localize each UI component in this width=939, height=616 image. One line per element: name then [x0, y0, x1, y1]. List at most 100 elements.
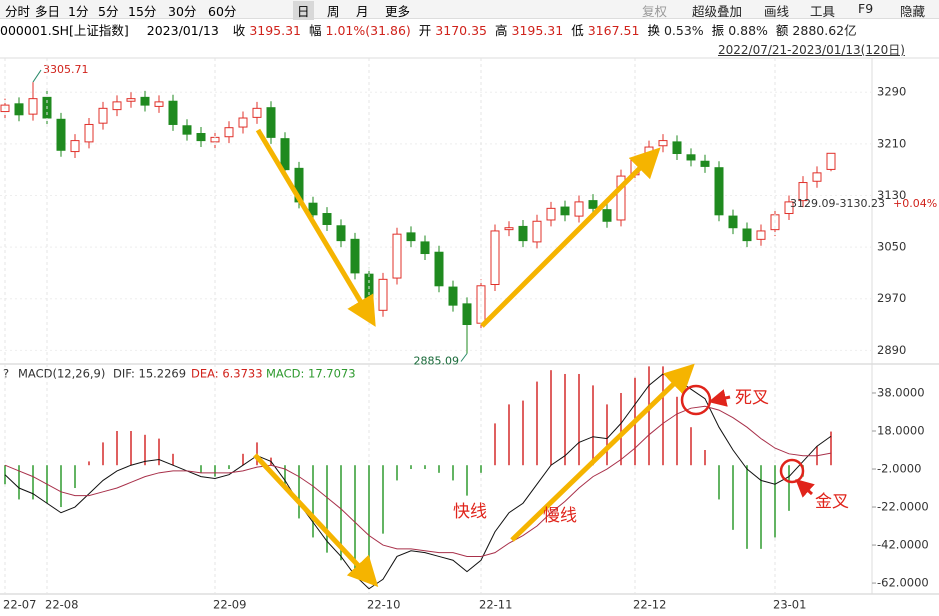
y-tick-label: 2970 — [877, 291, 906, 305]
trend-arrow — [480, 147, 661, 328]
candle-body — [504, 227, 514, 231]
field-value: 1.01%(31.86) — [325, 23, 411, 38]
y-tick-label: -62.0000 — [877, 576, 929, 590]
field-label: 换 — [647, 23, 660, 38]
candle-body — [672, 141, 682, 155]
x-tick-label: 22-10 — [367, 598, 400, 612]
toolbar: 分时 多日 1分 5分 15分 30分 60分 日周 月 更多 复权 超级叠加 画线 工具 F9 隐藏 — [0, 0, 939, 20]
candle-body — [308, 202, 318, 216]
candle-body — [490, 230, 500, 285]
candle-body — [266, 107, 276, 138]
candle-body — [154, 101, 164, 107]
candle-body — [126, 98, 136, 102]
x-tick-label: 22-11 — [479, 598, 512, 612]
candle-body — [434, 251, 444, 287]
tool-button[interactable]: 多日 — [35, 4, 61, 19]
candle-body — [28, 98, 38, 115]
leader — [460, 353, 468, 362]
candle-body — [420, 241, 430, 255]
candle-body — [336, 225, 346, 242]
tool-button[interactable]: 5分 — [98, 4, 119, 19]
candle-body — [140, 96, 150, 106]
pointer — [795, 478, 815, 498]
macd-line — [4, 373, 832, 590]
candle-body — [238, 117, 248, 128]
candle-body — [98, 107, 108, 124]
candle-body — [812, 172, 822, 182]
candle-body — [658, 140, 668, 147]
y-tick-label: 3210 — [877, 136, 906, 150]
x-tick-label: 22-12 — [633, 598, 666, 612]
y-tick-label: 3130 — [877, 188, 906, 202]
tool-button[interactable]: 30分 — [168, 4, 197, 19]
help: ? — [3, 367, 9, 381]
tool-button[interactable]: 超级叠加 — [692, 4, 743, 19]
tool-button[interactable]: 复权 — [642, 4, 668, 19]
tool-button[interactable]: 画线 — [764, 4, 790, 19]
x-tick-label: 22-08 — [45, 598, 78, 612]
tool-button[interactable]: 1分 — [68, 4, 89, 19]
candle-body — [84, 123, 94, 143]
tool-button[interactable]: 月 — [356, 4, 369, 19]
tool-button[interactable]: 工具 — [810, 4, 836, 19]
quote-row: 000001.SH[上证指数] 2023/01/13 收 3195.31 幅 1.01… — [0, 20, 939, 38]
field-value: 3195.31 — [249, 23, 302, 38]
trend-arrow — [255, 128, 376, 327]
candle-body — [686, 154, 696, 161]
fast-line-label: 快线 — [453, 502, 487, 522]
field-label: 幅 — [309, 23, 322, 38]
candle-body — [224, 127, 234, 138]
candle-body — [728, 215, 738, 229]
tool-button[interactable]: F9 — [858, 1, 874, 16]
dead-cross-label: 死叉 — [735, 388, 769, 408]
field-label: 振 — [711, 23, 725, 38]
y-tick-label: 3290 — [877, 85, 906, 99]
date-range[interactable]: 2022/07/21-2023/01/13(120日) — [718, 43, 905, 57]
x-tick-label: 22-09 — [213, 598, 246, 612]
pointer — [708, 389, 731, 407]
y-tick-label: 38.0000 — [877, 385, 925, 399]
tool-button[interactable]: 日 — [293, 1, 314, 20]
candle-body — [532, 220, 542, 243]
field-value: 3195.31 — [511, 23, 564, 38]
candle-body — [70, 140, 80, 153]
date: 2023/01/13 — [146, 23, 219, 38]
candle-body — [322, 213, 332, 225]
tool-button[interactable]: 分时 — [5, 4, 31, 19]
tool-button[interactable]: 15分 — [128, 4, 157, 19]
candle-body — [14, 103, 24, 116]
candle-body — [112, 101, 122, 111]
y-tick-label: 18.0000 — [877, 424, 925, 438]
candle-body — [280, 138, 290, 171]
leader — [32, 69, 42, 83]
field-label: 开 — [418, 23, 432, 38]
field-value: 0.88% — [728, 23, 768, 38]
candle-body — [798, 182, 808, 202]
field-value: 0.53% — [663, 23, 704, 38]
y-tick-label: 2890 — [877, 343, 906, 357]
candle-body — [644, 146, 654, 160]
macd-legend: DEA: 6.3733 — [191, 367, 263, 381]
candle-body — [826, 152, 836, 170]
tool-button[interactable]: 隐藏 — [900, 4, 926, 19]
max-label: 3305.71 — [43, 63, 89, 76]
field-value: 3167.51 — [587, 23, 640, 38]
candle-body — [462, 303, 472, 326]
candle-body — [756, 230, 766, 240]
candle-body — [182, 125, 192, 135]
field-value: 3170.35 — [435, 23, 487, 38]
field-value: 2880.62亿 — [792, 23, 857, 38]
candle-body — [448, 286, 458, 306]
golden-cross-label: 金叉 — [815, 492, 849, 512]
candle-body — [546, 207, 556, 221]
golden-cross-circle — [779, 458, 805, 484]
field-label: 高 — [495, 23, 508, 38]
candle-body — [588, 200, 598, 209]
tool-button[interactable]: 周 — [327, 4, 340, 19]
tool-button[interactable]: 更多 — [385, 4, 411, 19]
tool-button[interactable]: 60分 — [208, 4, 237, 19]
y-tick-label: 3050 — [877, 240, 906, 254]
x-tick-label: 22-07 — [3, 598, 36, 612]
